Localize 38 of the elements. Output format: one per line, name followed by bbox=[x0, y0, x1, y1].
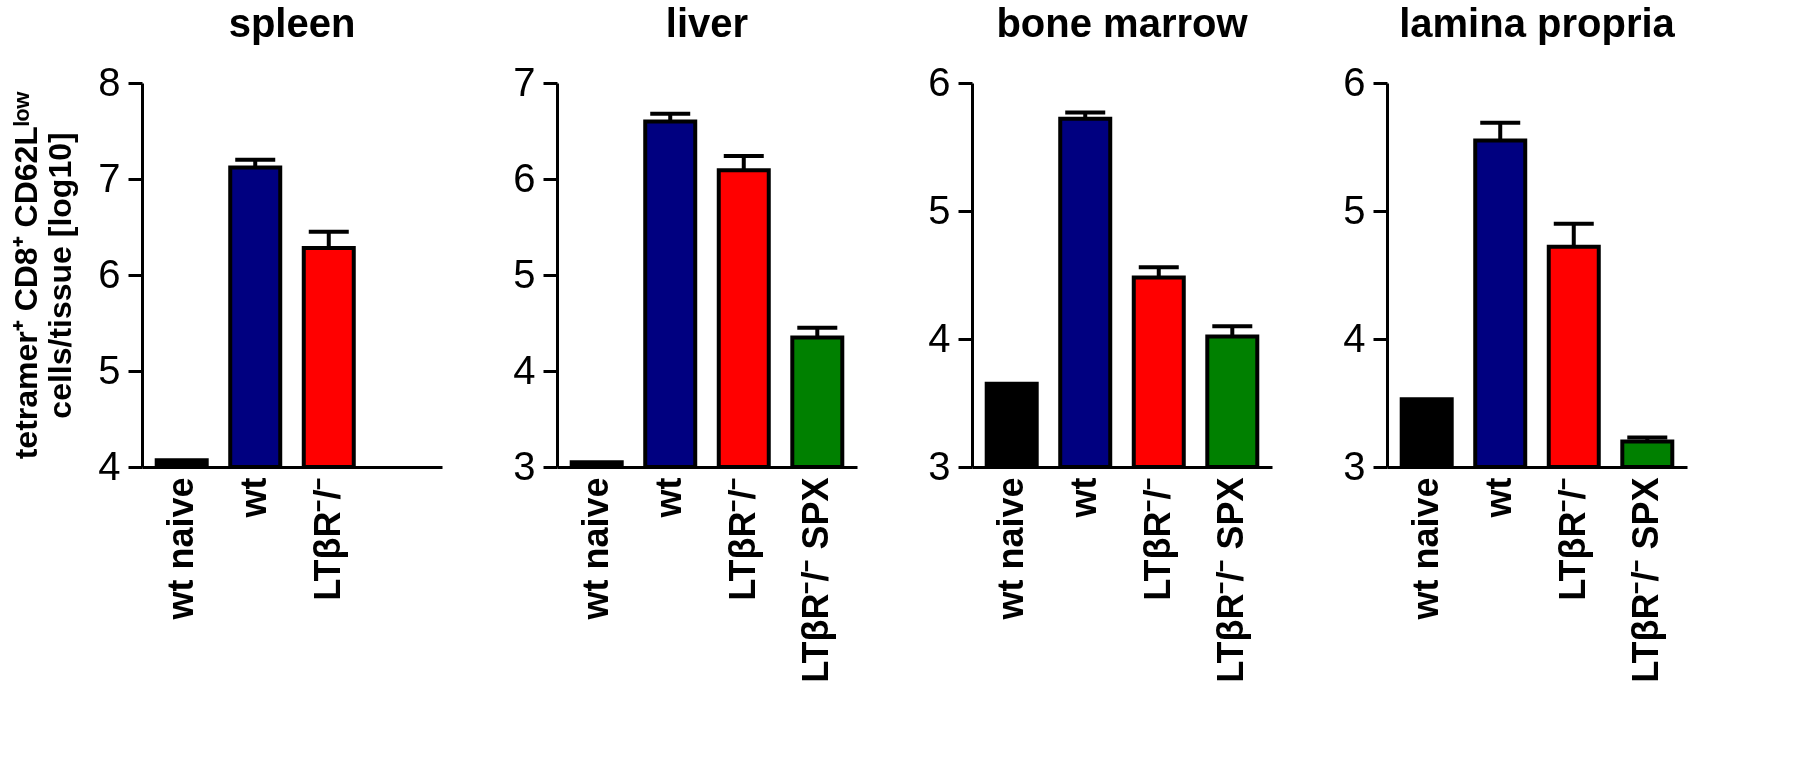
x-tick-label: LTβR⁻/⁻ SPX bbox=[1625, 477, 1667, 683]
x-tick-label: wt bbox=[233, 477, 275, 519]
x-tick-label: LTβR⁻/⁻ SPX bbox=[1210, 477, 1252, 683]
y-tick-label: 5 bbox=[513, 251, 536, 296]
y-tick-label: 4 bbox=[928, 315, 951, 360]
x-tick-label: LTβR⁻/⁻ bbox=[306, 477, 348, 601]
x-tick-label: LTβR⁻/⁻ bbox=[1136, 477, 1178, 601]
chart-title: liver bbox=[665, 1, 749, 45]
y-tick-label: 7 bbox=[98, 155, 121, 200]
y-tick-label: 4 bbox=[1343, 315, 1366, 360]
y-tick-label: 5 bbox=[928, 187, 951, 232]
y-tick-label: 7 bbox=[513, 59, 536, 104]
y-tick-label: 6 bbox=[513, 155, 536, 200]
y-tick-label: 3 bbox=[513, 443, 536, 488]
x-tick-label: wt bbox=[1063, 477, 1105, 519]
y-tick-label: 5 bbox=[98, 347, 121, 392]
x-tick-label: wt naive bbox=[989, 477, 1031, 621]
x-tick-label: LTβR⁻/⁻ bbox=[721, 477, 763, 601]
y-tick-label: 5 bbox=[1343, 187, 1366, 232]
y-tick-label: 3 bbox=[1343, 443, 1366, 488]
x-tick-label: wt bbox=[648, 477, 690, 519]
y-tick-label: 6 bbox=[928, 59, 951, 104]
y-tick-label: 3 bbox=[928, 443, 951, 488]
chart-title: spleen bbox=[228, 1, 356, 45]
x-tick-label: wt naive bbox=[159, 477, 201, 621]
y-axis-title: tetramer⁺ CD8⁺ CD62Lˡᵒʷ cells/tissue [log10] bbox=[8, 91, 79, 460]
chart-title: lamina propria bbox=[1399, 1, 1676, 45]
x-tick-label: wt naive bbox=[1404, 477, 1446, 621]
y-tick-label: 8 bbox=[98, 59, 121, 104]
y-tick-label: 4 bbox=[513, 347, 536, 392]
x-tick-label: wt naive bbox=[574, 477, 616, 621]
y-tick-label: 6 bbox=[98, 251, 121, 296]
chart-title: bone marrow bbox=[996, 1, 1249, 45]
x-tick-label: LTβR⁻/⁻ bbox=[1551, 477, 1593, 601]
x-tick-label: wt bbox=[1478, 477, 1520, 519]
y-tick-label: 6 bbox=[1343, 59, 1366, 104]
x-tick-label: LTβR⁻/⁻ SPX bbox=[795, 477, 837, 683]
y-tick-label: 4 bbox=[98, 443, 121, 488]
